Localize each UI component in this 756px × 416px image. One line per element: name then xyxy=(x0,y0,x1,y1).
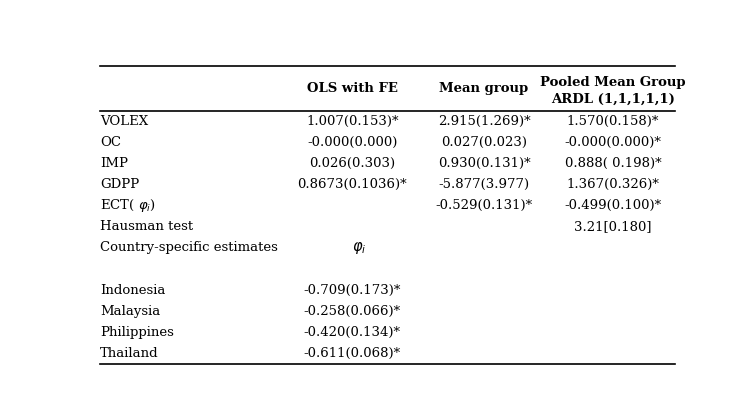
Text: Pooled Mean Group: Pooled Mean Group xyxy=(541,76,686,89)
Text: VOLEX: VOLEX xyxy=(101,115,148,128)
Text: Malaysia: Malaysia xyxy=(101,305,160,317)
Text: -0.611(0.068)*: -0.611(0.068)* xyxy=(304,347,401,360)
Text: Philippines: Philippines xyxy=(101,326,174,339)
Text: 0.888( 0.198)*: 0.888( 0.198)* xyxy=(565,157,662,170)
Text: Indonesia: Indonesia xyxy=(101,284,166,297)
Text: 1.007(0.153)*: 1.007(0.153)* xyxy=(306,115,398,128)
Text: $\varphi_i$: $\varphi_i$ xyxy=(352,240,367,256)
Text: Hausman test: Hausman test xyxy=(101,220,194,233)
Text: -0.709(0.173)*: -0.709(0.173)* xyxy=(304,284,401,297)
Text: 1.570(0.158)*: 1.570(0.158)* xyxy=(567,115,659,128)
Text: -0.529(0.131)*: -0.529(0.131)* xyxy=(435,199,533,212)
Text: ARDL (1,1,1,1,1): ARDL (1,1,1,1,1) xyxy=(551,93,675,106)
Text: 2.915(1.269)*: 2.915(1.269)* xyxy=(438,115,531,128)
Text: -5.877(3.977): -5.877(3.977) xyxy=(438,178,530,191)
Text: -0.258(0.066)*: -0.258(0.066)* xyxy=(304,305,401,317)
Text: 0.027(0.023): 0.027(0.023) xyxy=(441,136,527,149)
Text: 3.21[0.180]: 3.21[0.180] xyxy=(575,220,652,233)
Text: Mean group: Mean group xyxy=(439,82,528,95)
Text: OLS with FE: OLS with FE xyxy=(307,82,398,95)
Text: Country-specific estimates: Country-specific estimates xyxy=(101,241,278,254)
Text: GDPP: GDPP xyxy=(101,178,140,191)
Text: OC: OC xyxy=(101,136,122,149)
Text: IMP: IMP xyxy=(101,157,129,170)
Text: Thailand: Thailand xyxy=(101,347,159,360)
Text: -0.000(0.000)*: -0.000(0.000)* xyxy=(565,136,662,149)
Text: -0.420(0.134)*: -0.420(0.134)* xyxy=(304,326,401,339)
Text: 0.930(0.131)*: 0.930(0.131)* xyxy=(438,157,531,170)
Text: ECT( $\varphi_i$): ECT( $\varphi_i$) xyxy=(101,197,156,214)
Text: -0.499(0.100)*: -0.499(0.100)* xyxy=(565,199,662,212)
Text: 0.026(0.303): 0.026(0.303) xyxy=(309,157,395,170)
Text: -0.000(0.000): -0.000(0.000) xyxy=(307,136,398,149)
Text: 1.367(0.326)*: 1.367(0.326)* xyxy=(566,178,659,191)
Text: 0.8673(0.1036)*: 0.8673(0.1036)* xyxy=(297,178,407,191)
